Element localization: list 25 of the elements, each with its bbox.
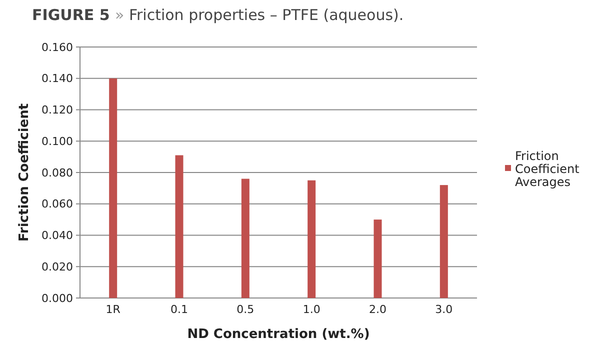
bar (440, 185, 448, 298)
y-tick-label: 0.000 (42, 292, 73, 305)
bar (374, 220, 382, 298)
bar (175, 155, 184, 298)
y-tick-label: 0.020 (42, 260, 73, 274)
x-axis-title: ND Concentration (wt.%) (187, 327, 370, 342)
y-axis-title: Friction Coefficient (17, 103, 32, 242)
x-tick-label: 0.5 (236, 303, 254, 316)
y-tick-label: 0.060 (42, 198, 73, 211)
y-tick-label: 0.080 (42, 166, 73, 180)
bar (109, 78, 118, 298)
bar (308, 180, 316, 298)
x-tick-label: 0.1 (170, 303, 188, 316)
x-tick-label: 3.0 (435, 303, 453, 316)
bar (241, 178, 250, 298)
chart-title: FIGURE 5 » Friction properties – PTFE (aqueous). (32, 6, 404, 24)
y-tick-label: 0.160 (42, 40, 73, 54)
y-tick-label: 0.040 (42, 229, 73, 242)
x-tick-label: 1R (106, 303, 121, 316)
y-tick-label: 0.140 (42, 72, 73, 86)
y-tick-label: 0.100 (42, 134, 73, 148)
y-tick-label: 0.120 (42, 104, 73, 117)
x-tick-label: 2.0 (369, 303, 386, 316)
legend-label: Friction Coefficient Averages (515, 149, 580, 189)
x-tick-label: 1.0 (302, 303, 320, 316)
